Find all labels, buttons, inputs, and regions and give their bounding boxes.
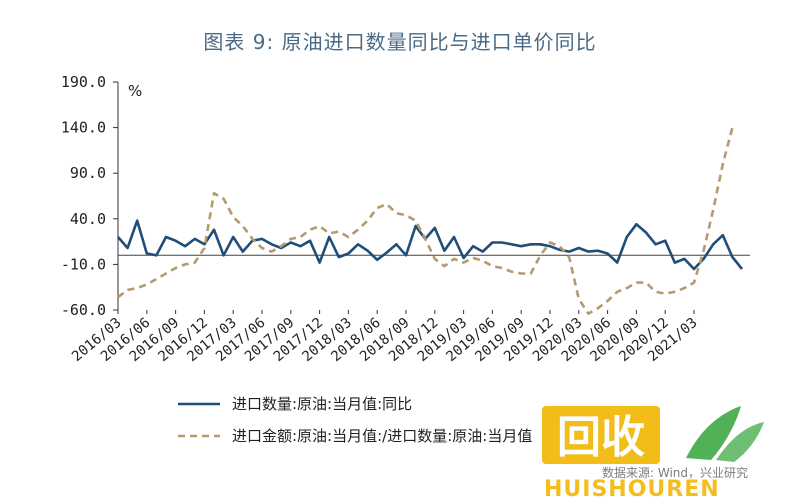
y-tick-label: 140.0 [61,119,106,137]
huishouren-logo-watermark: 回收 HUISHOUREN [542,406,764,500]
y-tick-label: -10.0 [61,255,106,273]
logo-badge [542,406,660,464]
plot-area [117,127,744,315]
legend-label-1: 进口数量:原油:当月值:同比 [232,395,412,413]
y-tick-label: 90.0 [70,164,106,182]
y-tick-label: 190.0 [61,73,106,91]
y-tick-label: -60.0 [61,301,106,319]
source-note: 数据来源: Wind，兴业研究 [602,466,749,480]
leaf-icon [686,406,741,460]
logo-text-cn: 回收 [557,412,645,463]
series-line-1 [117,219,744,271]
y-tick-label: 40.0 [70,210,106,228]
series-line-2 [117,127,734,315]
legend-label-2: 进口金额:原油:当月值:/进口数量:原油:当月值 [232,427,532,445]
chart-title: 图表 9: 原油进口数量同比与进口单价同比 [203,30,597,54]
leaf-icon-2 [716,422,764,462]
y-unit-label: % [128,82,142,100]
x-axis: 2016/032016/062016/092016/122017/032017/… [69,254,750,365]
y-axis: 190.0 140.0 90.0 40.0 -10.0 -60.0% [61,73,142,319]
logo-text-en: HUISHOUREN [544,477,720,500]
